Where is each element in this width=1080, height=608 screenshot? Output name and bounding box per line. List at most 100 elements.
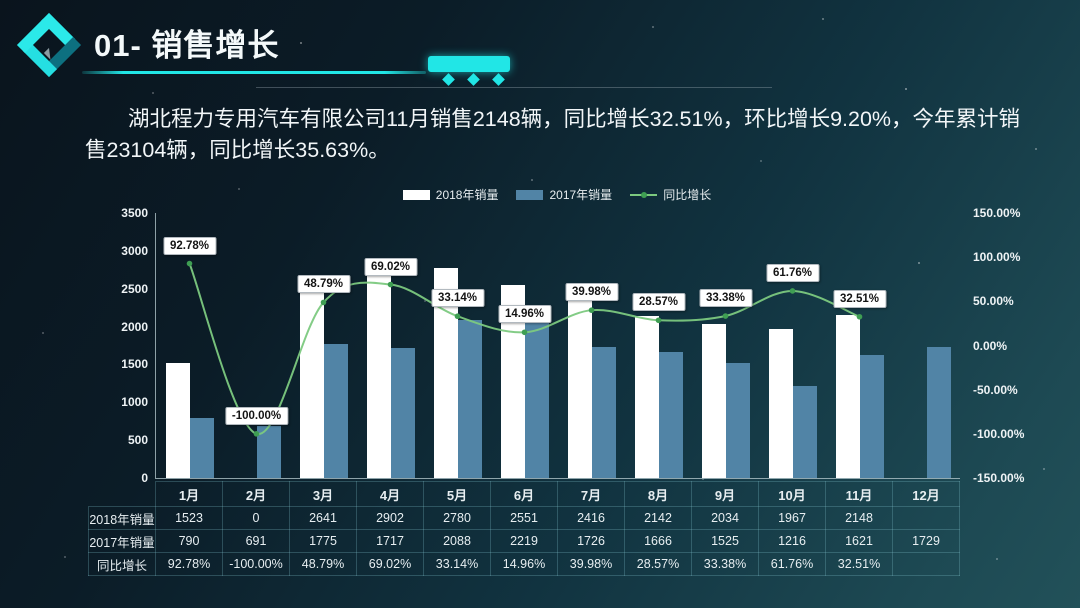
decor-line [256,87,772,88]
month-header-cell: 3月 [289,481,357,507]
table-value-cell: 33.14% [423,552,491,576]
table-value-cell: 1729 [892,529,960,553]
month-header-cell: 2月 [222,481,290,507]
summary-text: 湖北程力专用汽车有限公司11月销售2148辆，同比增长32.51%，环比增长9.… [85,107,1021,163]
bar-2018-sales [299,278,324,478]
left-axis-tick: 1000 [121,395,148,410]
table-value-cell [892,552,960,576]
logo-diamond-icon [16,12,82,78]
month-header-cell: 6月 [490,481,558,507]
decor-diamond-icon [467,73,480,86]
table-corner-cell [88,481,156,507]
growth-point-label: 92.78% [162,236,217,255]
table-value-cell [892,506,960,530]
right-axis-tick: -100.00% [973,426,1025,441]
bar-2018-sales [634,315,659,478]
growth-point-label: 32.51% [832,289,887,308]
table-value-cell: 1621 [825,529,893,553]
right-axis-tick: -50.00% [973,382,1018,397]
left-axis-tick: 3000 [121,243,148,258]
legend-item: 2018年销量 [402,186,499,203]
legend-label: 2018年销量 [435,188,499,202]
table-value-cell: 691 [222,529,290,553]
bar-2017-sales [859,355,884,478]
legend-line-swatch [630,191,658,198]
month-header-cell: 8月 [624,481,692,507]
table-header-row: 1月 2月 3月 4月 5月 6月 7月 8月 9月 10月 11月 12月 [88,481,960,507]
legend-label: 2017年销量 [549,188,613,202]
table-value-cell: 1967 [758,506,826,530]
table-value-cell: 69.02% [356,552,424,576]
row-header-cell: 2017年销量 [88,529,156,553]
table-value-cell: 2416 [557,506,625,530]
right-percent-axis: 150.00% 100.00% 50.00% 0.00% -50.00% -100.00%… [973,206,1043,485]
bar-2017-sales [926,347,951,478]
right-axis-tick: -150.00% [973,471,1025,485]
table-value-cell: 790 [155,529,223,553]
table-value-cell: 2088 [423,529,491,553]
table-value-cell: 48.79% [289,552,357,576]
table-value-cell: 2780 [423,506,491,530]
line-point-marker [789,288,796,294]
left-axis-tick: 0 [141,471,148,485]
table-value-cell: 1717 [356,529,424,553]
table-value-cell: 61.76% [758,552,826,576]
right-axis-tick: 50.00% [973,294,1014,309]
table-value-cell: 14.96% [490,552,558,576]
table-value-cell: 1523 [155,506,223,530]
bar-2017-sales [189,418,214,478]
left-axis-tick: 2000 [121,319,148,334]
line-point-marker [722,313,729,319]
table-value-cell: 2142 [624,506,692,530]
table-value-cell: 2148 [825,506,893,530]
month-header-cell: 7月 [557,481,625,507]
growth-point-label: 14.96% [497,305,552,324]
table-row: 2017年销量 790 691 1775 1717 2088 2219 1726 1666 152… [88,529,960,553]
bar-2017-sales [524,310,549,478]
right-axis-tick: 0.00% [973,338,1008,353]
bar-2017-sales [323,343,348,478]
bar-2017-sales [390,348,415,478]
bar-2018-sales [768,329,793,478]
growth-point-label: -100.00% [224,406,289,425]
table-value-cell: 1775 [289,529,357,553]
right-axis-tick: 150.00% [973,206,1021,220]
growth-point-label: 39.98% [564,283,619,302]
growth-point-label: 33.38% [698,289,753,307]
decor-diamond-icon [442,73,455,86]
right-axis-tick: 100.00% [973,250,1021,265]
table-value-cell: 2902 [356,506,424,530]
legend-line-dot [641,191,648,198]
table-value-cell: 2551 [490,506,558,530]
table-value-cell: 1726 [557,529,625,553]
bar-2018-sales [835,315,860,478]
table-value-cell: 0 [222,506,290,530]
table-row: 同比增长 92.78% -100.00% 48.79% 69.02% 33.14% 14.9… [88,552,960,576]
month-header-cell: 1月 [155,481,223,507]
table-value-cell: 33.38% [691,552,759,576]
legend-bar-swatch [516,189,544,200]
left-axis-tick: 2500 [121,281,148,296]
legend-bar-swatch [402,189,430,200]
bar-2018-sales [701,324,726,478]
bar-2017-sales [256,425,281,478]
data-table: 1月 2月 3月 4月 5月 6月 7月 8月 9月 10月 11月 12月 2018年销量 1523 0 2… [88,481,960,576]
table-value-cell: 32.51% [825,552,893,576]
bar-2017-sales [591,347,616,478]
bar-2017-sales [792,385,817,478]
bar-2017-sales [725,362,750,478]
left-value-axis: 3500 3000 2500 2000 1500 1000 500 0 [98,206,148,485]
bar-2017-sales [658,351,683,478]
bar-2018-sales [165,362,190,478]
decor-diamond-icon [492,73,505,86]
decor-bar [428,56,510,72]
growth-point-label: 69.02% [363,257,418,276]
background-stars [0,0,2,2]
table-value-cell: -100.00% [222,552,290,576]
table-value-cell: 1666 [624,529,692,553]
legend-item: 2017年销量 [516,186,612,203]
table-value-cell: 2641 [289,506,357,530]
legend-item: 同比增长 [630,186,711,203]
month-header-cell: 11月 [825,481,893,507]
